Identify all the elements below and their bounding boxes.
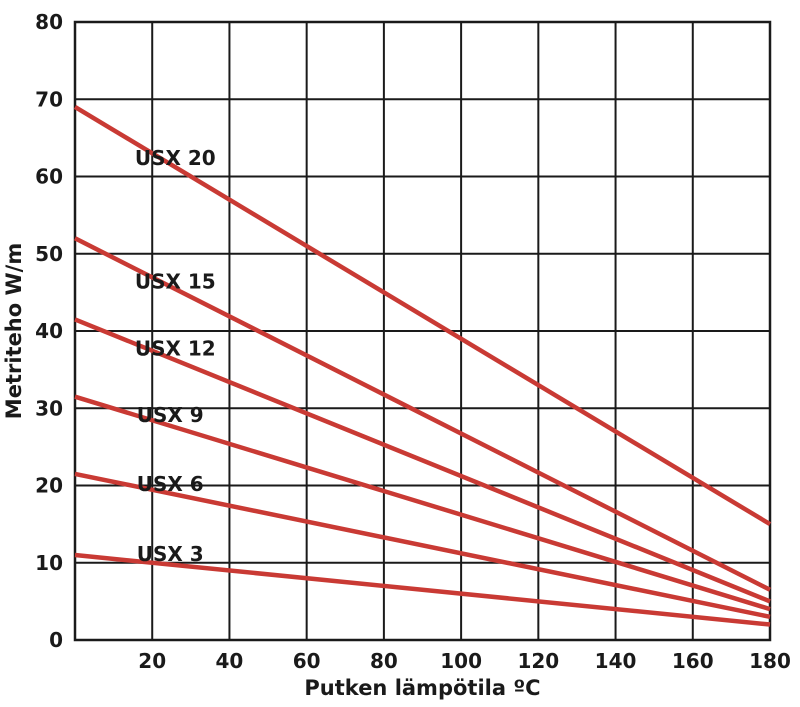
series-label-usx-6: USX 6 [137,472,204,496]
x-tick-label: 100 [440,649,482,673]
y-tick-label: 70 [35,87,63,111]
x-tick-label: 180 [749,649,791,673]
y-tick-label: 50 [35,242,63,266]
y-tick-label: 60 [35,165,63,189]
x-tick-label: 120 [517,649,559,673]
series-line-usx-3 [74,552,771,627]
plot-frame [73,20,772,642]
series-label-usx-3: USX 3 [137,542,204,566]
y-axis-title: Metriteho W/m [2,243,26,419]
y-tick-label: 80 [35,10,63,34]
series-line-usx-9 [74,394,771,612]
x-tick-label: 40 [216,649,244,673]
series-label-usx-12: USX 12 [135,337,216,361]
x-tick-label: 80 [370,649,398,673]
y-tick-label: 20 [35,474,63,498]
y-tick-label: 40 [35,319,63,343]
x-tick-label: 20 [138,649,166,673]
x-tick-label: 160 [672,649,714,673]
x-tick-label: 60 [293,649,321,673]
y-tick-label: 30 [35,396,63,420]
y-tick-label: 0 [49,628,63,652]
series-line-usx-15 [73,236,772,592]
series-line-usx-6 [74,471,771,620]
x-tick-label: 140 [595,649,637,673]
series-line-usx-12 [74,317,771,604]
x-axis-title: Putken lämpötila ºC [304,676,540,700]
y-tick-label: 10 [35,551,63,575]
series-label-usx-9: USX 9 [137,403,204,427]
series-label-usx-15: USX 15 [135,270,216,294]
series-line-usx-20 [73,105,772,527]
series-label-usx-20: USX 20 [135,146,216,170]
